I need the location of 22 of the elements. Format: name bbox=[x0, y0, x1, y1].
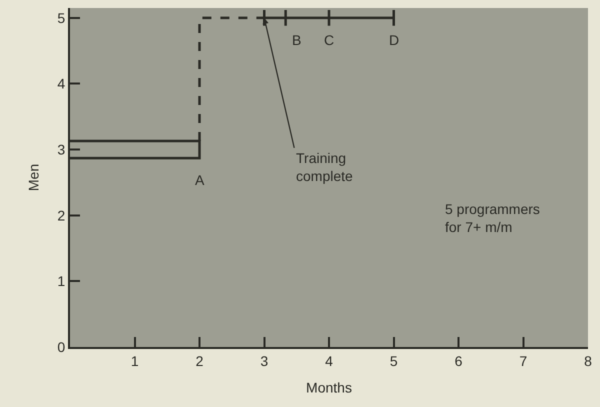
y-tick-label: 4 bbox=[57, 76, 66, 92]
annotation: A bbox=[195, 172, 205, 188]
y-tick-label: 1 bbox=[57, 273, 66, 290]
annotation: C bbox=[324, 32, 334, 48]
x-axis-title: Months bbox=[306, 380, 352, 396]
x-tick-label: 5 bbox=[390, 352, 398, 369]
x-tick-label: 1 bbox=[130, 352, 139, 369]
x-tick-label: 3 bbox=[260, 352, 268, 369]
x-tick-label: 4 bbox=[325, 352, 334, 369]
y-tick-label: 2 bbox=[57, 207, 66, 224]
y-tick-label: 5 bbox=[57, 10, 66, 26]
x-tick-label: 6 bbox=[454, 352, 463, 369]
x-tick-label: 2 bbox=[196, 352, 204, 369]
y-tick-label: 3 bbox=[57, 141, 66, 158]
annotation: Training complete bbox=[296, 150, 354, 184]
x-tick-label: 8 bbox=[584, 352, 592, 369]
y-tick-label: 0 bbox=[57, 338, 66, 355]
annotation: D bbox=[389, 32, 400, 48]
y-axis-title: Men bbox=[26, 164, 42, 192]
annotation: 5 programmers for 7+ m/m bbox=[445, 201, 540, 236]
annotation: B bbox=[292, 32, 302, 48]
x-tick-label: 7 bbox=[519, 352, 528, 369]
